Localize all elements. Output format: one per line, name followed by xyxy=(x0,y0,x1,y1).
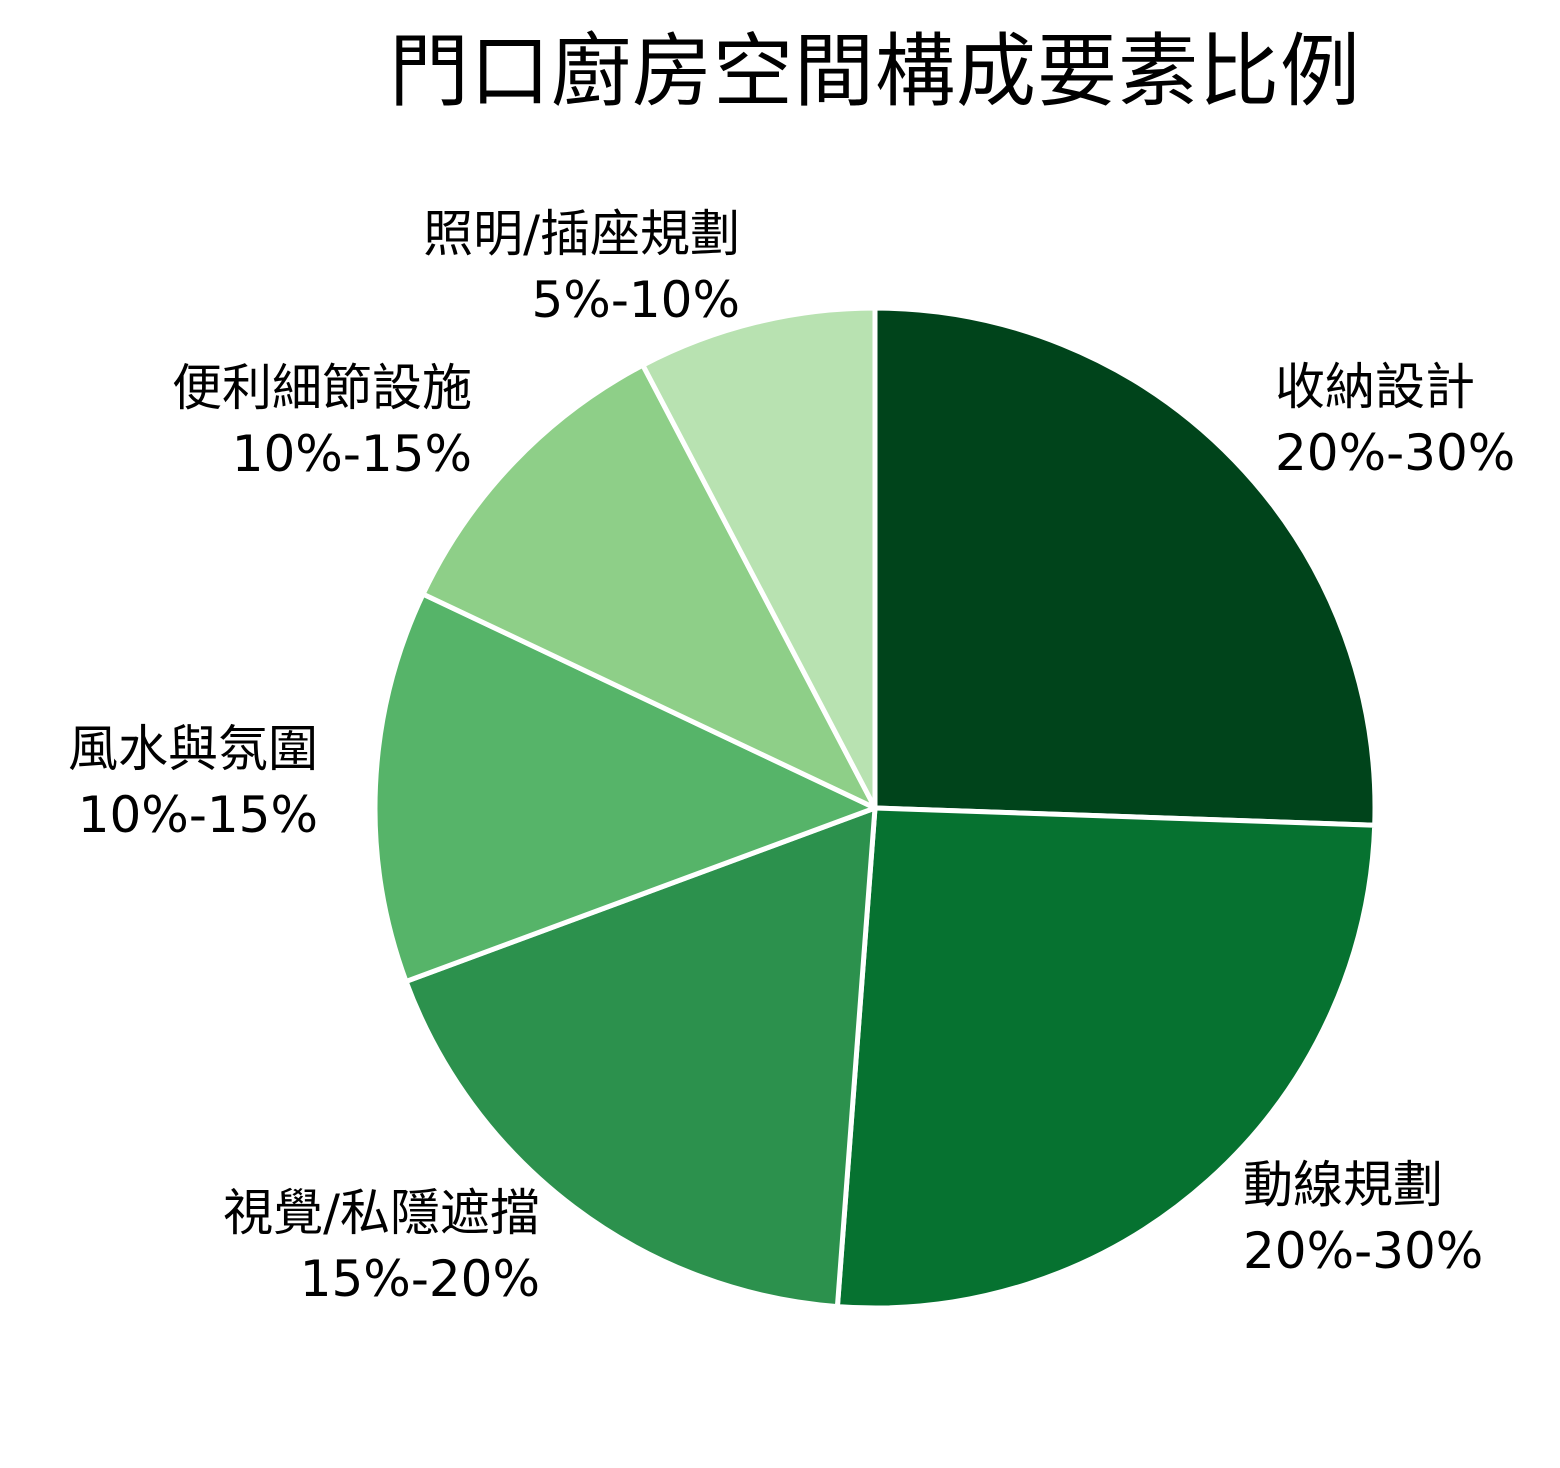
slice-label-name: 風水與氛圍 xyxy=(68,720,318,778)
slice-label-circulation: 動線規劃 20%-30% xyxy=(1243,1152,1483,1284)
pie-slice-2 xyxy=(403,805,878,1310)
slice-label-convenience: 便利細節設施 10%-15% xyxy=(172,355,472,487)
slice-label-visual-privacy: 視覺/私隱遮擋 15%-20% xyxy=(223,1180,540,1312)
slice-label-percentage: 10%-15% xyxy=(77,786,318,844)
pie-slices xyxy=(372,305,1378,1311)
pie-slice-1 xyxy=(834,805,1378,1311)
slice-label-name: 便利細節設施 xyxy=(172,359,472,417)
pie-slice-5 xyxy=(640,305,878,811)
slice-label-percentage: 5%-10% xyxy=(531,271,741,329)
slice-label-percentage: 10%-15% xyxy=(231,425,472,483)
slice-label-storage: 收納設計 20%-30% xyxy=(1275,354,1515,486)
slice-label-percentage: 20%-30% xyxy=(1243,1222,1484,1280)
slice-label-name: 照明/插座規劃 xyxy=(423,205,740,263)
slice-label-name: 動線規劃 xyxy=(1243,1156,1443,1214)
slice-label-name: 視覺/私隱遮擋 xyxy=(223,1184,540,1242)
slice-label-percentage: 20%-30% xyxy=(1275,424,1516,482)
slice-label-fengshui: 風水與氛圍 10%-15% xyxy=(68,716,318,848)
pie-slice-0 xyxy=(872,305,1378,828)
pie-slice-3 xyxy=(372,591,878,984)
slice-label-lighting: 照明/插座規劃 5%-10% xyxy=(423,201,740,333)
slice-label-percentage: 15%-20% xyxy=(299,1250,540,1308)
chart-title: 門口廚房空間構成要素比例 xyxy=(389,25,1361,118)
slice-label-name: 收納設計 xyxy=(1275,358,1475,416)
pie-slice-4 xyxy=(420,362,878,811)
